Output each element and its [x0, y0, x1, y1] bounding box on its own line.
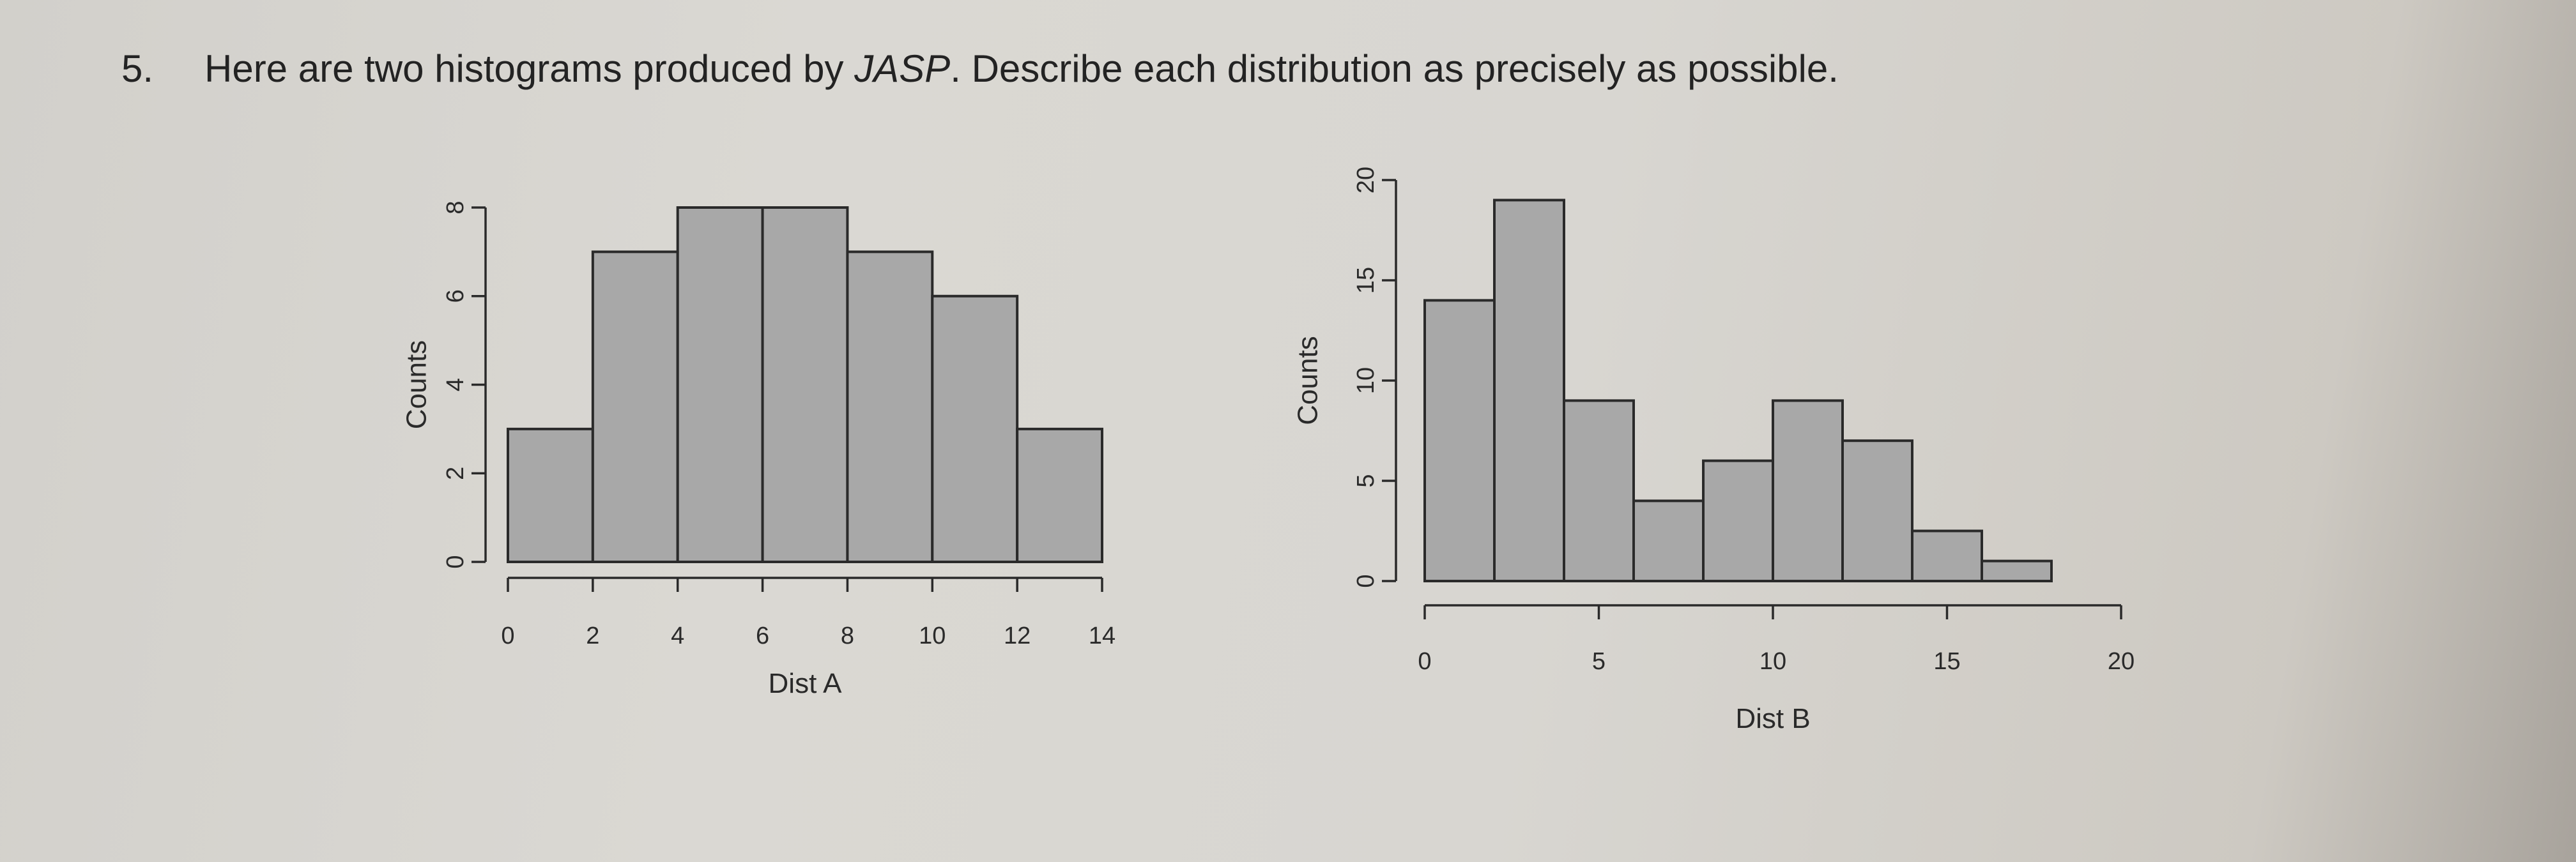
- x-tick-label-dist-a: 12: [1004, 623, 1031, 649]
- histogram-bar-dist-a: [591, 250, 679, 563]
- x-tick-label-dist-b: 20: [2108, 648, 2135, 675]
- histogram-bar-dist-a: [676, 206, 764, 563]
- histogram-bar-dist-b: [1563, 399, 1635, 583]
- x-tick-label-dist-a: 8: [841, 623, 854, 649]
- software-name: JASP: [854, 47, 951, 90]
- question-number: 5.: [121, 47, 154, 90]
- histogram-bar-dist-b: [1911, 529, 1983, 582]
- x-tick-label-dist-a: 0: [501, 623, 514, 649]
- x-tick-label-dist-b: 10: [1759, 648, 1786, 675]
- x-tick-label-dist-a: 4: [671, 623, 684, 649]
- y-tick-label-dist-b: 5: [1353, 474, 1379, 487]
- histogram-bar-dist-a: [507, 427, 594, 563]
- histogram-bar-dist-b: [1423, 299, 1496, 582]
- y-axis-title-dist-a: Counts: [401, 340, 433, 429]
- y-tick-label-dist-b: 15: [1353, 267, 1379, 294]
- histogram-bar-dist-a: [1016, 427, 1103, 563]
- y-tick-label-dist-a: 2: [442, 467, 469, 480]
- x-axis-title-dist-b: Dist B: [1735, 703, 1810, 734]
- y-tick-label-dist-b: 10: [1353, 367, 1379, 394]
- x-tick-label-dist-b: 5: [1592, 648, 1606, 675]
- x-tick-label-dist-b: 15: [1933, 648, 1960, 675]
- y-axis-title-dist-b: Counts: [1292, 336, 1324, 425]
- y-tick-label-dist-a: 8: [442, 200, 469, 214]
- histogram-bar-dist-a: [761, 206, 849, 563]
- y-tick-label-dist-a: 0: [442, 555, 469, 568]
- histogram-dist-a: 0 2 4 6 8 10 12 14 0 2 4 6 8 Dist A Counts: [401, 200, 1116, 699]
- y-tick-label-dist-a: 6: [442, 289, 469, 303]
- x-tick-label-dist-a: 10: [919, 623, 946, 649]
- histogram-bar-dist-b: [1981, 559, 2053, 582]
- y-tick-label-dist-b: 20: [1353, 167, 1379, 193]
- y-tick-label-dist-b: 0: [1353, 574, 1379, 587]
- x-tick-label-dist-b: 0: [1418, 648, 1431, 675]
- y-tick-label-dist-a: 4: [442, 378, 469, 391]
- histogram-bar-dist-a: [931, 294, 1019, 563]
- x-tick-label-dist-a: 6: [756, 623, 769, 649]
- histogram-bar-dist-b: [1493, 199, 1565, 582]
- histogram-dist-b: 0 5 10 15 20 0 5 10 15 20 Dist B Counts: [1292, 167, 2135, 734]
- question-text: 5. Here are two histograms produced by JA…: [121, 46, 1839, 92]
- histogram-bar-dist-a: [846, 250, 934, 563]
- histogram-bar-dist-b: [1772, 399, 1844, 583]
- histogram-bar-dist-b: [1632, 499, 1705, 583]
- x-tick-label-dist-a: 2: [586, 623, 599, 649]
- question-suffix: . Describe each distribution as precisel…: [950, 47, 1839, 90]
- histogram-bar-dist-b: [1702, 459, 1774, 582]
- question-prefix: Here are two histograms produced by: [204, 47, 855, 90]
- x-tick-label-dist-a: 14: [1089, 623, 1116, 649]
- histogram-bar-dist-b: [1841, 439, 1913, 583]
- x-axis-title-dist-a: Dist A: [769, 668, 843, 699]
